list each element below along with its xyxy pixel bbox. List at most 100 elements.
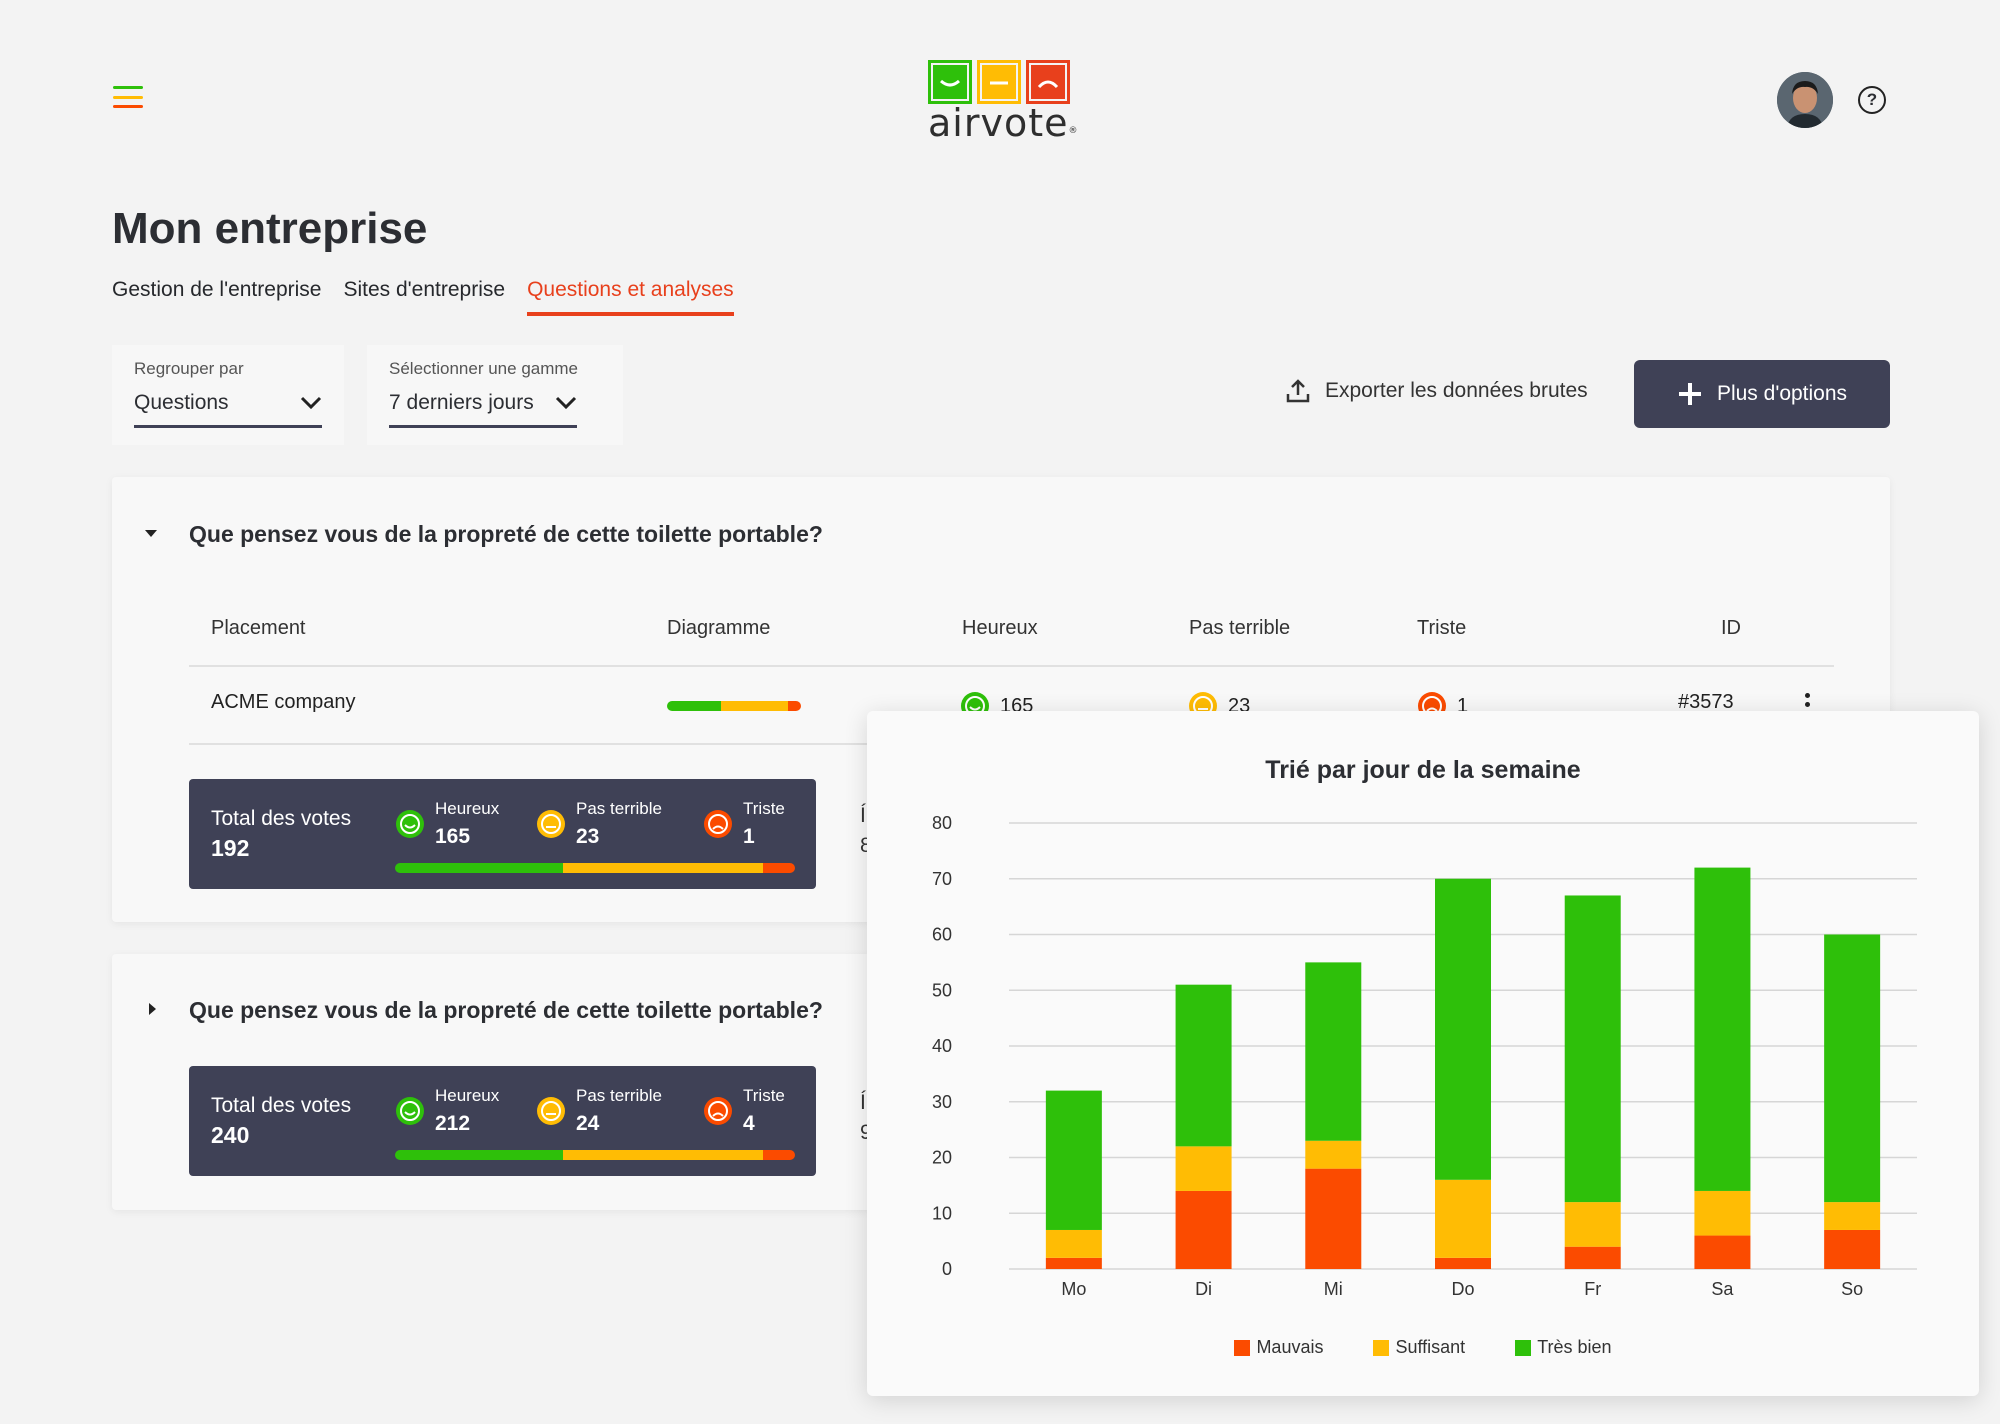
y-tick-label: 80	[932, 813, 952, 833]
page-title: Mon entreprise	[112, 204, 428, 253]
sad-value: 1	[743, 825, 755, 848]
bar-segment	[1175, 984, 1232, 1147]
y-tick-label: 0	[942, 1259, 952, 1279]
happy-face-icon	[396, 1097, 424, 1125]
y-tick-label: 50	[932, 980, 952, 1000]
chevron-down-icon	[300, 396, 322, 410]
chevron-down-icon	[555, 396, 577, 410]
bar-segment	[1694, 1235, 1751, 1269]
hidden-panel-peek: Í	[860, 1091, 866, 1114]
sad-face-icon	[704, 1097, 732, 1125]
neutral-label: Pas terrible	[576, 799, 662, 818]
bar-segment	[1305, 1168, 1362, 1269]
logo-text: airvote	[928, 101, 1069, 145]
export-raw-data-button[interactable]: Exporter les données brutes	[1285, 378, 1588, 404]
bar-segment	[1435, 1257, 1491, 1269]
y-tick-label: 30	[932, 1092, 952, 1112]
bar-segment	[1045, 1090, 1102, 1230]
chart-title: Trié par jour de la semaine	[1265, 756, 1581, 784]
caret-down-icon[interactable]	[144, 529, 158, 539]
sad-label: Triste	[743, 1086, 785, 1105]
range-select[interactable]: Sélectionner une gamme 7 derniers jours	[367, 345, 623, 445]
col-header-sad: Triste	[1417, 617, 1467, 639]
divider	[189, 665, 1834, 667]
bar-segment	[1435, 1179, 1491, 1258]
bar-segment	[1564, 895, 1621, 1203]
total-votes-panel: Total des votes 192 Heureux 165 Pas terri…	[189, 779, 816, 889]
help-icon[interactable]: ?	[1858, 86, 1886, 114]
question-text: Que pensez vous de la propreté de cette …	[189, 521, 823, 547]
happy-value: 165	[435, 825, 471, 848]
legend-item[interactable]: Mauvais	[1234, 1337, 1323, 1358]
x-tick-label: Sa	[1711, 1279, 1734, 1299]
y-tick-label: 70	[932, 869, 952, 889]
happy-value: 212	[435, 1112, 471, 1135]
col-header-diagram: Diagramme	[667, 617, 771, 639]
neutral-value: 23	[576, 825, 600, 848]
total-votes-value: 192	[211, 835, 250, 861]
neutral-logo-icon	[977, 60, 1021, 104]
legend-swatch	[1373, 1339, 1390, 1356]
stacked-bar-chart: 0 10 20 30 40 50 60 70 80 Mo Di Mi Do Fr Sa So	[932, 813, 1917, 1299]
more-options-button[interactable]: Plus d'options	[1634, 360, 1890, 428]
caret-right-icon[interactable]	[148, 1002, 158, 1016]
total-votes-panel: Total des votes 240 Heureux 212 Pas terri…	[189, 1066, 816, 1176]
range-value: 7 derniers jours	[389, 391, 534, 414]
group-by-label: Regrouper par	[134, 359, 244, 378]
bar-segment	[1564, 1246, 1621, 1269]
x-tick-label: Mo	[1061, 1279, 1086, 1299]
happy-total: Heureux 165	[395, 799, 499, 849]
menu-icon[interactable]	[113, 86, 143, 108]
chart-legend: Mauvais Suffisant Très bien	[867, 1337, 1979, 1358]
neutral-face-icon	[537, 1097, 565, 1125]
group-by-select[interactable]: Regrouper par Questions	[112, 345, 344, 445]
group-by-value: Questions	[134, 391, 229, 414]
bar-segment	[1824, 934, 1881, 1203]
airvote-logo: airvote®	[928, 60, 1077, 146]
x-tick-label: So	[1841, 1279, 1863, 1299]
tab-company-sites[interactable]: Sites d'entreprise	[343, 278, 506, 301]
vote-distribution-bar	[395, 863, 795, 873]
upload-icon	[1286, 379, 1310, 403]
bar-segment	[1175, 1146, 1232, 1191]
sad-logo-icon	[1026, 60, 1070, 104]
legend-label: Mauvais	[1256, 1337, 1324, 1357]
id-cell: #3573	[1678, 691, 1734, 713]
y-tick-label: 40	[932, 1036, 952, 1056]
legend-label: Suffisant	[1395, 1337, 1466, 1357]
range-label: Sélectionner une gamme	[389, 359, 579, 378]
vote-distribution-bar	[395, 1150, 795, 1160]
weekday-chart-panel: Trié par jour de la semaine 0 10 20 30 40 50 6…	[867, 711, 1979, 1396]
sad-total: Triste 4	[703, 1086, 785, 1136]
tab-questions-analyses[interactable]: Questions et analyses	[527, 278, 734, 316]
happy-logo-icon	[928, 60, 972, 104]
registered-mark: ®	[1068, 126, 1079, 136]
user-avatar[interactable]	[1777, 72, 1833, 128]
bar-segment	[1824, 1229, 1881, 1269]
hidden-panel-peek: Í	[860, 804, 866, 827]
total-votes-value: 240	[211, 1122, 250, 1148]
bar-segment	[1564, 1202, 1621, 1247]
question-text: Que pensez vous de la propreté de cette …	[189, 997, 823, 1023]
more-options-label: Plus d'options	[1716, 382, 1848, 405]
happy-label: Heureux	[435, 799, 500, 818]
legend-swatch	[1234, 1339, 1251, 1356]
bar-segment	[1045, 1257, 1102, 1269]
x-tick-label: Di	[1195, 1279, 1212, 1299]
plus-icon	[1678, 383, 1701, 405]
neutral-total: Pas terrible 24	[536, 1086, 662, 1136]
legend-item[interactable]: Suffisant	[1373, 1337, 1465, 1358]
total-votes-label: Total des votes	[211, 807, 352, 830]
col-header-not-great: Pas terrible	[1189, 617, 1291, 639]
placement-cell[interactable]: ACME company	[211, 691, 356, 713]
legend-item[interactable]: Très bien	[1515, 1337, 1612, 1358]
legend-swatch	[1515, 1339, 1532, 1356]
mini-diagram-bar	[667, 701, 801, 711]
y-tick-label: 10	[932, 1203, 952, 1223]
hidden-panel-peek-value: 9	[860, 1121, 872, 1144]
hidden-panel-peek-value: 8	[860, 834, 872, 857]
y-tick-label: 60	[932, 925, 952, 945]
bar-segment	[1175, 1190, 1232, 1269]
happy-label: Heureux	[435, 1086, 500, 1105]
tab-company-management[interactable]: Gestion de l'entreprise	[112, 278, 322, 301]
